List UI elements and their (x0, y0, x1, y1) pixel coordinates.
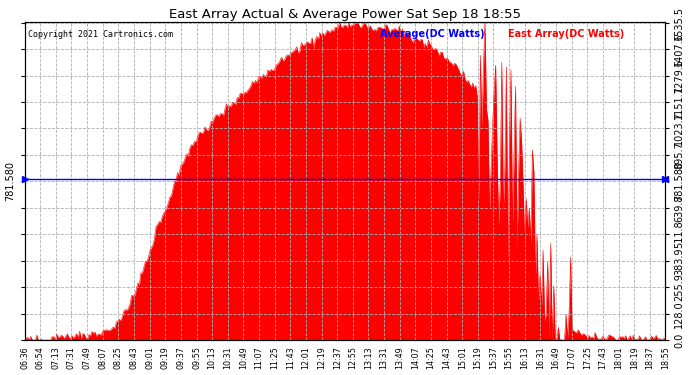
Text: East Array(DC Watts): East Array(DC Watts) (509, 29, 624, 39)
Text: Average(DC Watts): Average(DC Watts) (380, 29, 485, 39)
Title: East Array Actual & Average Power Sat Sep 18 18:55: East Array Actual & Average Power Sat Se… (169, 8, 521, 21)
Text: Copyright 2021 Cartronics.com: Copyright 2021 Cartronics.com (28, 30, 172, 39)
